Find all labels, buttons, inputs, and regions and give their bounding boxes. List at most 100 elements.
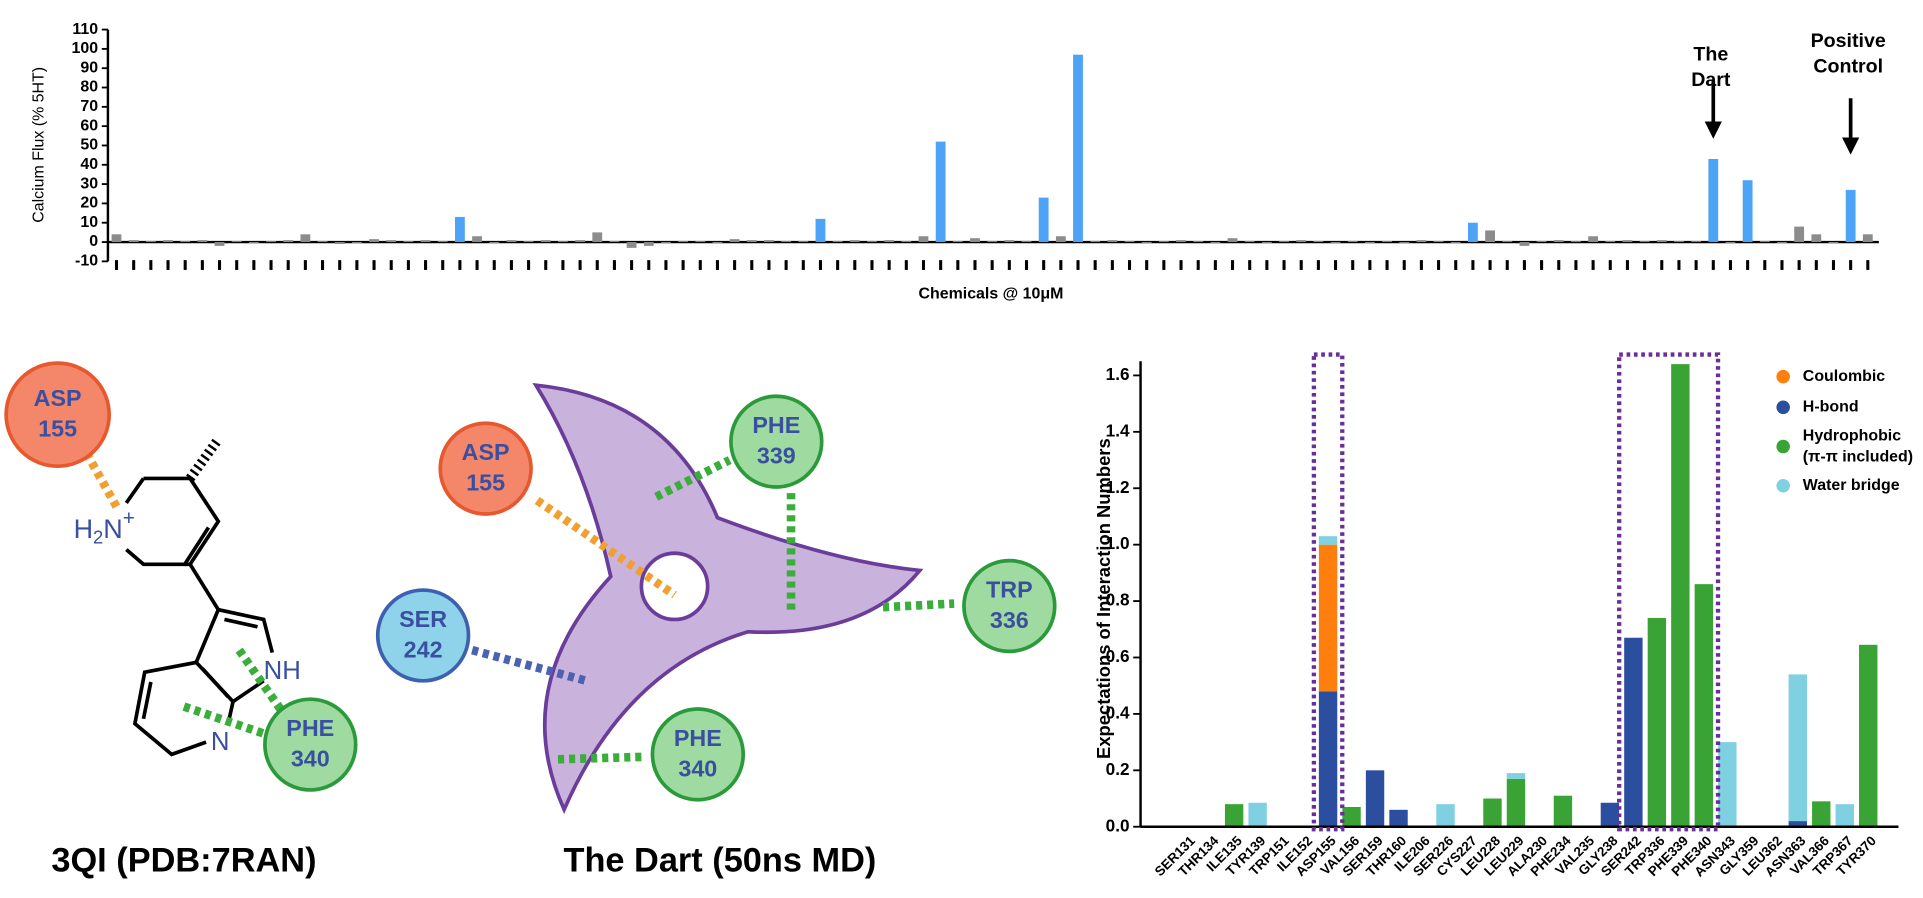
legend-dot bbox=[1776, 400, 1790, 415]
residue-number: 155 bbox=[38, 416, 77, 442]
bar bbox=[1450, 242, 1461, 244]
bar bbox=[283, 240, 294, 243]
hydrophobic bbox=[654, 456, 732, 501]
y-axis-label: Calcium Flux (% 5HT) bbox=[30, 67, 47, 223]
bar bbox=[1708, 158, 1719, 243]
legend-dot bbox=[1776, 479, 1790, 493]
bar bbox=[1691, 241, 1702, 243]
bar-segment bbox=[1624, 637, 1643, 827]
amine-part: + bbox=[123, 506, 135, 529]
y-tick-label: 0 bbox=[89, 233, 98, 250]
bar bbox=[1674, 241, 1684, 243]
bar bbox=[1536, 241, 1547, 243]
hydrophobic bbox=[882, 599, 955, 612]
atom-label: N bbox=[211, 728, 230, 756]
bar bbox=[506, 240, 517, 243]
bar bbox=[1828, 242, 1839, 244]
y-tick-label: 0.6 bbox=[1106, 646, 1130, 666]
bar bbox=[746, 240, 757, 243]
bar bbox=[987, 241, 998, 243]
y-tick-label: 0.4 bbox=[1106, 702, 1130, 722]
bar bbox=[472, 236, 482, 243]
residue-circle bbox=[650, 707, 746, 802]
bar bbox=[523, 241, 534, 243]
bar bbox=[695, 241, 706, 243]
bar-segment bbox=[1671, 364, 1690, 827]
bar-segment bbox=[1506, 778, 1526, 827]
bar bbox=[1845, 189, 1856, 243]
bar bbox=[952, 241, 963, 243]
bar bbox=[1347, 241, 1358, 243]
bar bbox=[815, 218, 826, 243]
double-bond bbox=[224, 617, 258, 629]
bar-segment bbox=[1694, 584, 1714, 827]
bar bbox=[849, 240, 860, 243]
interactions bbox=[471, 456, 955, 764]
amine-label: H2N+ bbox=[74, 506, 135, 547]
bar bbox=[1605, 241, 1616, 243]
bar bbox=[712, 242, 723, 244]
dart-shape bbox=[532, 383, 924, 815]
bar bbox=[1038, 197, 1049, 243]
amine-part: N bbox=[103, 514, 122, 544]
bar bbox=[300, 234, 311, 243]
legend-dot bbox=[1776, 369, 1790, 384]
atom-label: NH bbox=[264, 657, 301, 685]
bar bbox=[437, 241, 448, 243]
bar bbox=[1519, 242, 1530, 246]
residue-name: PHE bbox=[674, 725, 722, 751]
y-tick-label: 30 bbox=[80, 175, 98, 192]
bar bbox=[386, 240, 397, 243]
ring-bond bbox=[124, 477, 145, 505]
bar bbox=[1210, 242, 1221, 244]
bar bbox=[764, 240, 774, 243]
bar bbox=[901, 241, 912, 243]
legend-label: Hydrophobic (π-π included) bbox=[1803, 428, 1913, 466]
bar-segment bbox=[1788, 821, 1807, 827]
bar-segment bbox=[1553, 795, 1573, 827]
caption: 3QI (PDB:7RAN) bbox=[51, 841, 316, 879]
bar bbox=[1399, 242, 1410, 244]
y-tick-label: 110 bbox=[72, 21, 98, 38]
y-tick-label: 100 bbox=[72, 40, 99, 57]
residue-name: SER bbox=[399, 606, 447, 632]
residue-circle bbox=[4, 361, 111, 469]
bar-segment bbox=[1318, 691, 1338, 827]
amine-part: 2 bbox=[93, 526, 103, 547]
y-tick-label: 90 bbox=[80, 59, 98, 76]
bar bbox=[884, 240, 895, 243]
legend-label: Water bridge bbox=[1803, 477, 1900, 494]
y-tick-label: 1.6 bbox=[1106, 364, 1130, 384]
bar bbox=[1296, 240, 1307, 243]
residue-name: TRP bbox=[986, 576, 1033, 602]
bar-segment bbox=[1647, 617, 1667, 827]
bar bbox=[1158, 241, 1169, 243]
y-tick-label: 60 bbox=[80, 117, 98, 134]
bar bbox=[970, 238, 980, 243]
amine-part: H bbox=[74, 514, 93, 544]
bar bbox=[729, 239, 740, 243]
bar bbox=[180, 241, 191, 243]
bar bbox=[1073, 54, 1083, 243]
methyl-hash bbox=[186, 436, 223, 482]
bar bbox=[1227, 238, 1238, 243]
bar bbox=[1244, 241, 1255, 243]
bar bbox=[609, 241, 620, 243]
bar bbox=[1124, 241, 1135, 243]
bar bbox=[454, 216, 465, 243]
bar-segment bbox=[1812, 801, 1831, 827]
residue-number: 340 bbox=[678, 755, 717, 781]
bar bbox=[145, 241, 156, 243]
bar-segment bbox=[1506, 773, 1526, 779]
bar bbox=[1364, 242, 1375, 244]
bar bbox=[1622, 240, 1633, 243]
bar bbox=[1759, 241, 1770, 243]
bar-segment bbox=[1224, 804, 1244, 827]
bar-segment bbox=[1718, 742, 1737, 827]
bar bbox=[231, 241, 242, 243]
bar bbox=[1502, 241, 1513, 243]
legend-dot bbox=[1776, 439, 1790, 454]
bar-segment bbox=[1788, 674, 1807, 822]
y-tick-label: 0.8 bbox=[1106, 590, 1130, 610]
residue-name: ASP bbox=[34, 385, 82, 411]
